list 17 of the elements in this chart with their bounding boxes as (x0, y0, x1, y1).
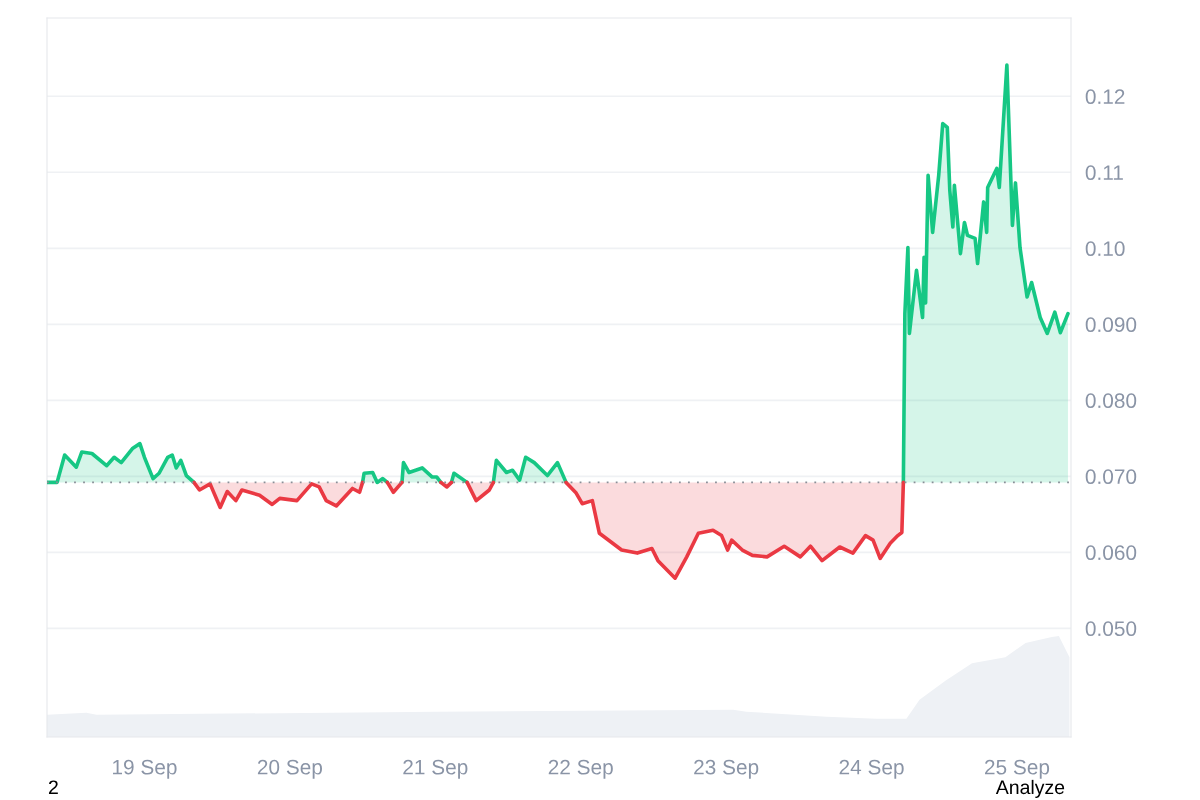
y-tick-label: 0.10 (1085, 241, 1125, 257)
y-tick-label: 0.060 (1085, 545, 1137, 561)
text: 2 (48, 780, 58, 794)
y-tick-label: 0.070 (1085, 469, 1137, 485)
text: Analyze (995, 779, 1065, 798)
y-tick-label: 0.12 (1085, 89, 1125, 105)
x-tick-label: 24 Sep (839, 759, 904, 779)
x-tick-label: 20 Sep (257, 759, 323, 779)
x-tick-label: 19 Sep (113, 759, 177, 779)
x-tick-label: 25 Sep (985, 759, 1050, 779)
y-tick-label: 0.11 (1085, 165, 1123, 181)
y-tick-label: 0.090 (1085, 317, 1137, 333)
x-tick-label: 23 Sep (694, 759, 759, 779)
y-tick-label: 0.050 (1085, 621, 1137, 637)
y-tick-label: 0.080 (1085, 393, 1137, 409)
x-tick-label: 22 Sep (548, 759, 613, 779)
x-tick-label: 21 Sep (403, 759, 468, 779)
